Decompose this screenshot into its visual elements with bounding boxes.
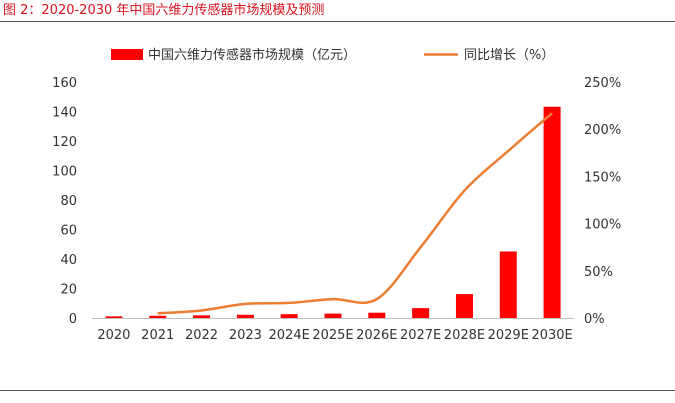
legend-bar-label: 中国六维力传感器市场规模（亿元） [148,47,356,63]
x-tick-2026E: 2026E [356,328,397,343]
x-tick-2023: 2023 [229,328,262,343]
legend-bar-swatch [111,49,143,60]
x-tick-2025E: 2025E [312,328,353,343]
bar-2027E [412,308,430,318]
y-left-tick-160: 160 [52,76,77,91]
y-left-tick-40: 40 [60,253,77,268]
y-right-tick-1: 50% [584,265,613,280]
legend: 中国六维力传感器市场规模（亿元） 同比增长（%） [111,47,554,63]
bar-2025E [324,313,342,318]
y-right-tick-5: 250% [584,76,621,91]
x-tick-2021: 2021 [141,328,174,343]
bar-2026E [368,312,386,318]
bar-2030E [543,106,561,318]
bar-2021 [149,315,167,318]
bottom-rule [0,390,675,391]
x-tick-2029E: 2029E [488,328,529,343]
legend-line-label: 同比增长（%） [464,48,554,63]
top-rule [0,21,675,22]
x-tick-2028E: 2028E [444,328,485,343]
bar-series [105,106,561,318]
y-left-tick-100: 100 [52,165,77,180]
bar-2022 [193,315,211,318]
line-series [157,112,553,315]
x-tick-2027E: 2027E [400,328,441,343]
figure-title: 图 2：2020-2030 年中国六维力传感器市场规模及预测 [3,3,325,18]
y-left-tick-80: 80 [60,194,77,209]
y-left-tick-120: 120 [52,135,77,150]
bar-2020 [105,316,123,318]
x-tick-2030E: 2030E [531,328,572,343]
y-right-tick-0: 0% [584,312,605,327]
y-left-tick-140: 140 [52,106,77,121]
x-tick-2022: 2022 [185,328,218,343]
bar-2024E [280,314,298,318]
y-left-tick-0: 0 [69,312,77,327]
bar-2023 [236,314,254,318]
y-left-tick-20: 20 [60,283,77,298]
x-tick-2024E: 2024E [269,328,310,343]
y-right-tick-4: 200% [584,123,621,138]
bar-2029E [499,251,517,318]
y-right-tick-3: 150% [584,170,621,185]
axes: 0 20 40 60 80 100 120 140 160 0% 50% 100% 150% 200% 25… [52,76,621,343]
x-tick-2020: 2020 [97,328,130,343]
y-right-tick-2: 100% [584,218,621,233]
y-left-tick-60: 60 [60,224,77,239]
bar-2028E [455,294,473,318]
growth-line [157,112,553,315]
